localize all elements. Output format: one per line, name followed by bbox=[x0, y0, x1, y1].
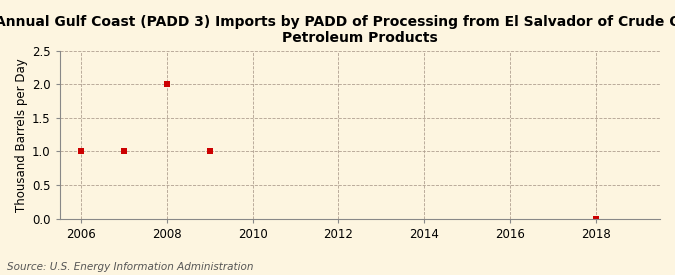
Y-axis label: Thousand Barrels per Day: Thousand Barrels per Day bbox=[15, 58, 28, 211]
Text: Source: U.S. Energy Information Administration: Source: U.S. Energy Information Administ… bbox=[7, 262, 253, 272]
Title: Annual Gulf Coast (PADD 3) Imports by PADD of Processing from El Salvador of Cru: Annual Gulf Coast (PADD 3) Imports by PA… bbox=[0, 15, 675, 45]
